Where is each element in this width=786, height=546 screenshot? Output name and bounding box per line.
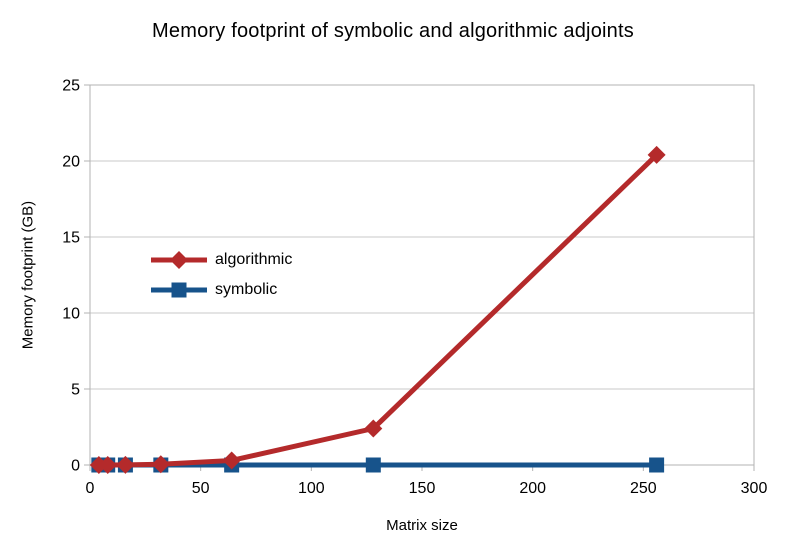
x-tick-label: 100 — [298, 480, 325, 497]
series-algorithmic-line — [98, 153, 659, 468]
legend-item-algorithmic: algorithmic — [150, 245, 292, 275]
x-tick-label: 0 — [86, 480, 95, 497]
series-algorithmic-marker — [222, 451, 241, 470]
series-algorithmic-marker — [151, 455, 170, 474]
x-tick-label: 250 — [630, 480, 657, 497]
series-algorithmic-marker — [364, 419, 383, 438]
series-algorithmic-marker — [98, 456, 117, 474]
y-tick-label: 25 — [62, 78, 80, 95]
x-tick-label: 50 — [192, 480, 210, 497]
y-tick-label: 10 — [62, 306, 80, 323]
legend-sample-algorithmic-line-icon — [151, 251, 207, 269]
y-tick-label: 0 — [71, 458, 80, 475]
series-algorithmic-marker — [116, 455, 135, 474]
x-tick-label: 300 — [741, 480, 768, 497]
legend: algorithmic symbolic — [150, 245, 292, 305]
series-symbolic-marker — [649, 457, 665, 473]
y-tick-label: 5 — [71, 382, 80, 399]
series-algorithmic-marker — [647, 145, 666, 164]
x-tick-label: 150 — [409, 480, 436, 497]
chart-title: Memory footprint of symbolic and algorit… — [152, 20, 634, 42]
legend-label-symbolic: symbolic — [215, 281, 278, 298]
legend-sample-symbolic-line-icon — [151, 282, 207, 298]
x-axis-title: Matrix size — [386, 517, 458, 534]
y-tick-label: 20 — [62, 154, 80, 171]
legend-item-symbolic: symbolic — [150, 275, 292, 305]
y-axis-title: Memory footprint (GB) — [19, 200, 37, 350]
legend-label-algorithmic: algorithmic — [215, 251, 293, 268]
y-tick-label: 15 — [62, 230, 80, 247]
series-symbolic-marker — [365, 457, 381, 473]
x-tick-label: 200 — [519, 480, 546, 497]
